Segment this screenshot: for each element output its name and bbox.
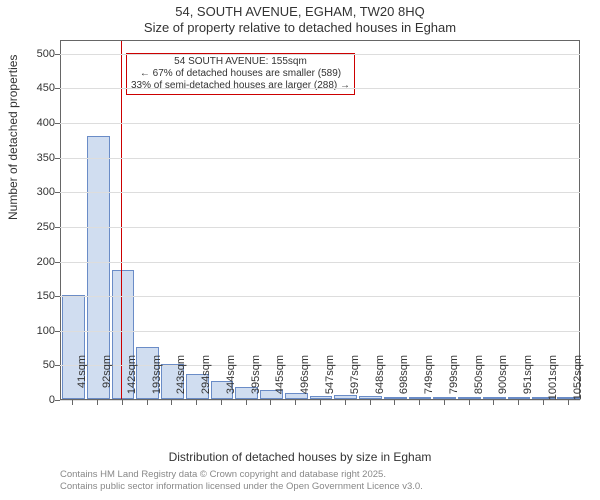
y-tick	[55, 331, 60, 332]
x-tick-label: 395sqm	[250, 355, 262, 405]
annotation-line-2: ← 67% of detached houses are smaller (58…	[131, 68, 350, 80]
y-tick-label: 350	[0, 152, 55, 164]
x-tick	[295, 400, 296, 405]
y-tick-label: 450	[0, 82, 55, 94]
annotation-line-3: 33% of semi-detached houses are larger (…	[131, 80, 350, 92]
x-tick-label: 799sqm	[448, 355, 460, 405]
x-tick	[147, 400, 148, 405]
y-tick	[55, 123, 60, 124]
x-tick	[72, 400, 73, 405]
x-tick	[469, 400, 470, 405]
x-tick-label: 951sqm	[522, 355, 534, 405]
gridline	[60, 331, 580, 332]
x-tick-label: 597sqm	[349, 355, 361, 405]
x-tick-label: 850sqm	[473, 355, 485, 405]
y-tick-label: 500	[0, 48, 55, 60]
x-tick	[122, 400, 123, 405]
x-tick-label: 1001sqm	[547, 355, 559, 405]
y-tick-label: 0	[0, 394, 55, 406]
x-tick-label: 445sqm	[274, 355, 286, 405]
x-tick-label: 698sqm	[398, 355, 410, 405]
y-tick-label: 150	[0, 290, 55, 302]
x-tick	[246, 400, 247, 405]
x-tick-label: 41sqm	[76, 355, 88, 405]
y-tick	[55, 158, 60, 159]
gridline	[60, 296, 580, 297]
plot-area: 54 SOUTH AVENUE: 155sqm← 67% of detached…	[60, 40, 580, 400]
x-tick-label: 344sqm	[225, 355, 237, 405]
gridline	[60, 262, 580, 263]
gridline	[60, 192, 580, 193]
x-tick	[171, 400, 172, 405]
x-tick	[568, 400, 569, 405]
x-tick	[345, 400, 346, 405]
y-tick	[55, 192, 60, 193]
y-tick	[55, 365, 60, 366]
y-tick	[55, 400, 60, 401]
x-tick	[394, 400, 395, 405]
x-tick	[320, 400, 321, 405]
x-tick-label: 648sqm	[374, 355, 386, 405]
chart-container: 54, SOUTH AVENUE, EGHAM, TW20 8HQ Size o…	[0, 0, 600, 500]
x-tick-label: 496sqm	[299, 355, 311, 405]
attribution-line-2: Contains public sector information licen…	[60, 481, 423, 493]
y-tick-label: 400	[0, 117, 55, 129]
gridline	[60, 158, 580, 159]
x-tick	[444, 400, 445, 405]
x-tick	[419, 400, 420, 405]
annotation-line-1: 54 SOUTH AVENUE: 155sqm	[131, 56, 350, 68]
x-tick-label: 294sqm	[200, 355, 212, 405]
chart-title-line-1: 54, SOUTH AVENUE, EGHAM, TW20 8HQ	[0, 4, 600, 19]
gridline	[60, 54, 580, 55]
x-tick	[221, 400, 222, 405]
y-tick	[55, 262, 60, 263]
y-tick-label: 250	[0, 221, 55, 233]
x-tick-label: 547sqm	[324, 355, 336, 405]
x-axis-title: Distribution of detached houses by size …	[0, 450, 600, 464]
y-tick	[55, 296, 60, 297]
gridline	[60, 123, 580, 124]
x-tick	[493, 400, 494, 405]
y-tick-label: 200	[0, 256, 55, 268]
x-tick-label: 142sqm	[126, 355, 138, 405]
y-tick-label: 300	[0, 186, 55, 198]
x-tick-label: 193sqm	[151, 355, 163, 405]
attribution-text: Contains HM Land Registry data © Crown c…	[60, 469, 423, 493]
x-tick	[543, 400, 544, 405]
x-tick	[270, 400, 271, 405]
y-tick-label: 100	[0, 325, 55, 337]
y-tick	[55, 54, 60, 55]
y-tick-label: 50	[0, 359, 55, 371]
x-tick-label: 900sqm	[497, 355, 509, 405]
gridline	[60, 88, 580, 89]
attribution-line-1: Contains HM Land Registry data © Crown c…	[60, 469, 423, 481]
x-tick	[97, 400, 98, 405]
x-tick-label: 243sqm	[175, 355, 187, 405]
y-tick	[55, 88, 60, 89]
x-tick-label: 1052sqm	[572, 355, 584, 405]
x-tick	[370, 400, 371, 405]
gridline	[60, 227, 580, 228]
x-tick	[518, 400, 519, 405]
x-tick	[196, 400, 197, 405]
x-tick-label: 749sqm	[423, 355, 435, 405]
reference-line	[121, 41, 122, 399]
chart-title-line-2: Size of property relative to detached ho…	[0, 20, 600, 35]
y-tick	[55, 227, 60, 228]
x-tick-label: 92sqm	[101, 355, 113, 405]
